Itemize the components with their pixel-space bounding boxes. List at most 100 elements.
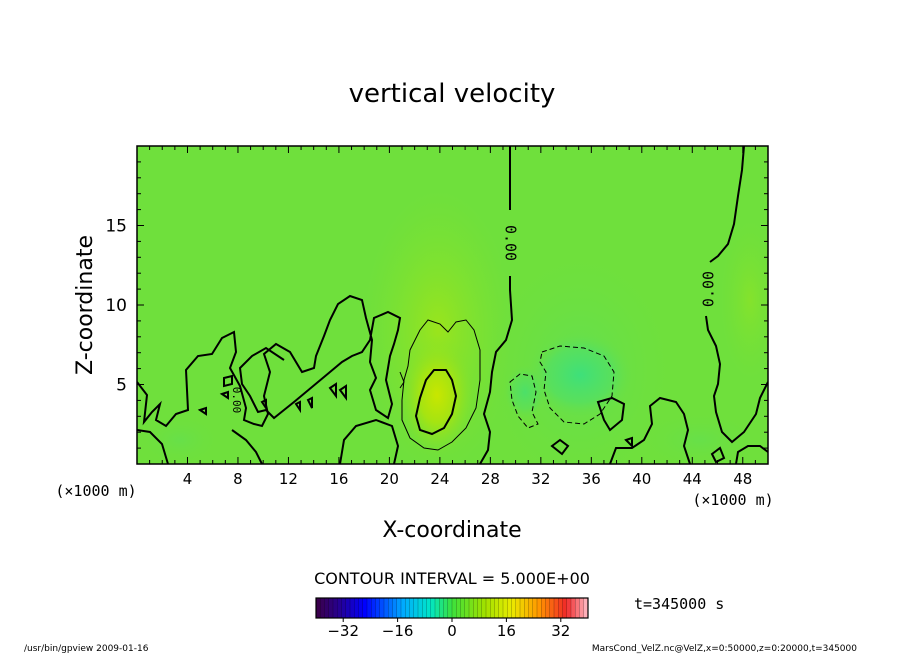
colorbar-cell (460, 598, 466, 618)
x-axis-unit-right: (×1000 m) (692, 491, 773, 509)
colorbar-cell (379, 598, 385, 618)
colorbar-cell (558, 598, 563, 618)
contour-label-bg (700, 264, 718, 314)
footer-right: MarsCond_VelZ.nc@VelZ,x=0:50000,z=0:2000… (592, 644, 857, 654)
zero-contour (231, 429, 263, 464)
colorbar-cell (443, 598, 449, 618)
zero-contour (710, 446, 726, 464)
time-label: t=345000 s (634, 595, 724, 613)
zero-contour (339, 418, 400, 464)
colorbar-cell (520, 598, 525, 618)
field-patch (503, 364, 547, 420)
positive-contour (401, 319, 481, 451)
colorbar-cell (571, 598, 576, 618)
updraft-contour (414, 369, 458, 436)
x-axis-label: X-coordinate (382, 518, 521, 543)
zero-contour (735, 445, 768, 464)
colorbar-cell (477, 598, 483, 618)
colorbar-cell (333, 598, 338, 618)
colorbar-cell (362, 598, 368, 618)
contour-label: 0.00 (700, 271, 718, 307)
x-tick-label: 44 (683, 470, 702, 488)
colorbar-cell (503, 598, 508, 618)
x-tick-label: 16 (329, 470, 348, 488)
colorbar-tick-label: −16 (382, 622, 414, 640)
x-tick-label: 36 (582, 470, 601, 488)
field-patch (720, 220, 768, 380)
x-tick-label: 40 (632, 470, 651, 488)
zero-contour (137, 294, 402, 428)
x-tick-label: 4 (183, 470, 193, 488)
y-tick-label: 5 (116, 376, 127, 396)
colorbar-cell (422, 598, 427, 618)
x-tick-label: 20 (380, 470, 399, 488)
colorbar-cell (413, 598, 419, 618)
colorbar-cell (409, 598, 415, 618)
x-tick-label: 24 (430, 470, 449, 488)
colorbar-cell (473, 598, 478, 618)
zero-contour (137, 429, 169, 464)
colorbar-cell (341, 598, 347, 618)
colorbar-cell (528, 598, 534, 618)
colorbar-tick-label: −32 (327, 622, 359, 640)
colorbar-cell (579, 598, 585, 618)
x-axis: 4 8 12 16 20 24 28 32 36 40 44 48 (149, 146, 756, 488)
contour-label: 0.00 (230, 387, 243, 414)
colorbar-cell (392, 598, 398, 618)
colorbar-cell (320, 598, 325, 618)
colorbar-cell (490, 598, 495, 618)
colorbar-cell (396, 598, 402, 618)
plot-area (137, 146, 768, 464)
colorbar-cell (354, 598, 359, 618)
contour-label: 0.00 (502, 225, 520, 261)
colorbar-cell (405, 598, 410, 618)
colorbar-cell (549, 598, 555, 618)
colorbar-cell (367, 598, 372, 618)
colorbar-tick-label: 0 (447, 622, 457, 640)
negative-contour (539, 345, 615, 425)
contour-label-bg (501, 214, 519, 272)
colorbar-cell (456, 598, 461, 618)
colorbar-cell (511, 598, 517, 618)
zero-contour (596, 396, 626, 432)
colorbar-cell (430, 598, 436, 618)
colorbar-cell (541, 598, 546, 618)
x-axis-unit-left: (×1000 m) (55, 482, 136, 500)
colorbar-cell (435, 598, 440, 618)
x-tick-label: 12 (279, 470, 298, 488)
colorbar-cell (418, 598, 423, 618)
y-axis-label: Z-coordinate (73, 235, 98, 375)
zero-contour (550, 438, 570, 456)
colorbar-cell (384, 598, 389, 618)
colorbar-cell (328, 598, 334, 618)
colorbar-cell (498, 598, 504, 618)
contour-interval: CONTOUR INTERVAL = 5.000E+00 (314, 569, 590, 588)
colorbar-cell (324, 598, 330, 618)
zero-contour (197, 374, 347, 416)
colorbar (315, 597, 589, 619)
zero-contour (479, 146, 514, 464)
colorbar-tick-label: 16 (497, 622, 516, 640)
colorbar-cell (439, 598, 444, 618)
colorbar-cell (507, 598, 512, 618)
colorbar-cell (447, 598, 453, 618)
colorbar-cell (371, 598, 376, 618)
colorbar-cell (464, 598, 470, 618)
field-patch (140, 415, 220, 464)
colorbar-cell (494, 598, 500, 618)
colorbar-cell (452, 598, 457, 618)
chart-title: vertical velocity (349, 79, 556, 109)
colorbar-cell (566, 598, 572, 618)
colorbar-cell (486, 598, 491, 618)
colorbar-ticks: −32 −16 0 16 32 (327, 618, 570, 640)
colorbar-cell (562, 598, 568, 618)
colorbar-cell (554, 598, 559, 618)
field-patch (525, 330, 635, 420)
x-tick-label: 8 (233, 470, 243, 488)
colorbar-cell (350, 598, 355, 618)
colorbar-cell (524, 598, 529, 618)
colorbar-cell (537, 598, 542, 618)
contour-label-group: 0.00 0.00 0.00 (230, 214, 718, 413)
y-tick-label: 15 (105, 217, 127, 237)
